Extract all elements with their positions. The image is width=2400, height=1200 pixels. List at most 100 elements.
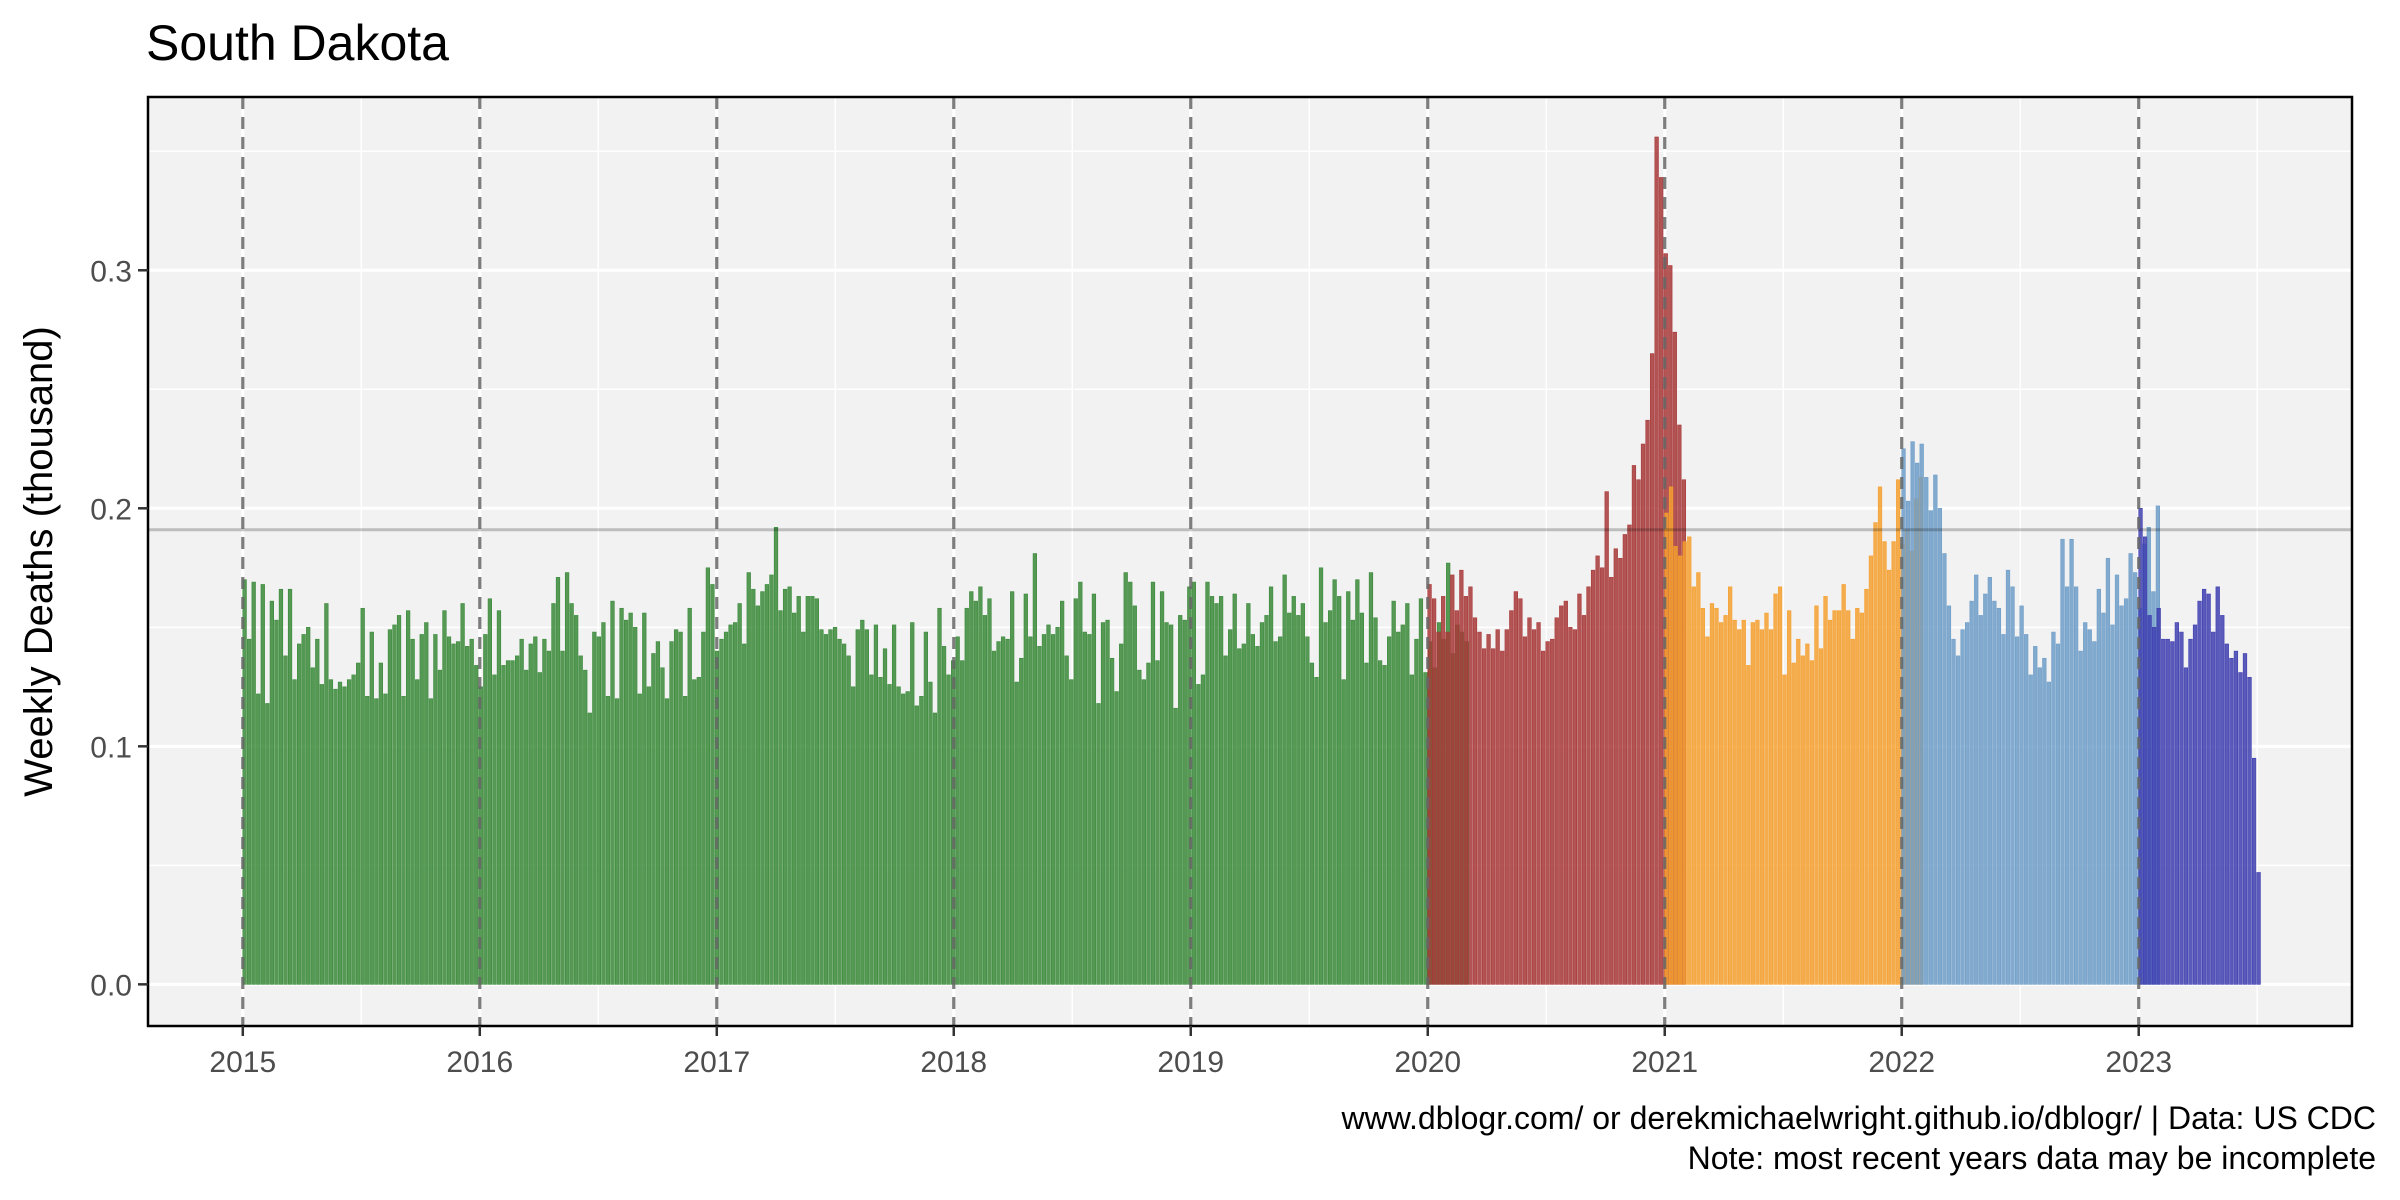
bar <box>1128 581 1133 985</box>
bar <box>1559 605 1564 985</box>
bar <box>1550 638 1555 985</box>
bar <box>1924 477 1929 985</box>
bar <box>2046 681 2051 985</box>
bar <box>2256 872 2261 985</box>
bar <box>1109 657 1115 985</box>
bar <box>923 631 929 985</box>
bar <box>1919 443 1924 985</box>
bar <box>442 610 447 985</box>
bar <box>296 643 302 985</box>
bar <box>2156 607 2161 985</box>
bar <box>487 598 492 985</box>
bar <box>1087 634 1092 985</box>
bar <box>1518 598 1523 985</box>
bar <box>333 688 338 985</box>
bar <box>278 588 284 985</box>
bar <box>274 619 279 985</box>
bar <box>1545 641 1550 985</box>
bar <box>501 665 506 985</box>
bar <box>1773 593 1778 985</box>
bar <box>1741 619 1746 985</box>
bar <box>1132 605 1137 985</box>
bar <box>1250 634 1256 985</box>
bar <box>1886 569 1892 985</box>
bar <box>819 629 824 985</box>
bar <box>1491 648 1496 985</box>
bar <box>914 705 919 985</box>
bar <box>1855 607 1860 985</box>
bar <box>269 600 274 985</box>
bar <box>673 629 679 985</box>
bar <box>1459 569 1464 985</box>
bar <box>469 638 474 985</box>
bar <box>1387 636 1392 985</box>
bar <box>1023 593 1028 985</box>
y-axis-label: Weekly Deaths (thousand) <box>17 326 61 797</box>
bar <box>1536 622 1541 985</box>
bar <box>1910 441 1915 985</box>
bar <box>1568 627 1573 985</box>
bar <box>901 693 906 985</box>
bar <box>433 634 438 985</box>
bar <box>987 598 992 985</box>
bar <box>796 596 801 985</box>
bar <box>2069 538 2074 985</box>
bar <box>1554 617 1559 985</box>
bar <box>1782 674 1787 985</box>
bar <box>1540 650 1546 985</box>
bar <box>1969 600 1974 985</box>
bar <box>401 696 406 985</box>
bar <box>969 591 974 985</box>
bar <box>537 672 542 985</box>
bar <box>610 600 615 985</box>
bar <box>1305 636 1310 985</box>
bar <box>1500 650 1505 985</box>
bar <box>1768 629 1774 985</box>
bar <box>1019 657 1024 985</box>
bar <box>260 584 265 985</box>
bar <box>1942 553 1947 985</box>
bar <box>1495 629 1500 985</box>
bar <box>1405 603 1410 985</box>
bar <box>1450 574 1455 985</box>
bar <box>2161 638 2166 985</box>
bar <box>1631 465 1637 985</box>
bar <box>2224 643 2229 985</box>
y-tick-label: 0.1 <box>90 731 132 764</box>
bar <box>1150 581 1156 985</box>
bar <box>728 624 733 985</box>
bar <box>1618 557 1623 985</box>
bar <box>2105 557 2111 985</box>
bar <box>1737 629 1742 985</box>
bar <box>1228 629 1233 985</box>
bar <box>1955 655 1961 985</box>
bar <box>310 667 315 985</box>
bar <box>1359 612 1365 985</box>
bar <box>1259 622 1265 985</box>
bar <box>405 610 411 985</box>
bar <box>319 684 324 985</box>
bar <box>392 624 397 985</box>
bar <box>1468 586 1473 985</box>
bar <box>1064 655 1069 985</box>
bar <box>946 674 951 985</box>
bar <box>1805 643 1810 985</box>
bar <box>483 634 488 985</box>
bar <box>760 591 765 985</box>
bar <box>2251 757 2257 985</box>
bar <box>1400 624 1405 985</box>
bar <box>1178 615 1183 985</box>
bar <box>1291 596 1296 985</box>
bar <box>1649 353 1655 985</box>
bar <box>2183 667 2189 985</box>
bar <box>1000 636 1006 985</box>
bar <box>1255 646 1260 985</box>
bar <box>1137 669 1142 985</box>
bar <box>873 624 879 985</box>
bar <box>578 655 583 985</box>
bar <box>2201 588 2207 985</box>
bar <box>1214 603 1219 985</box>
bar <box>605 696 611 985</box>
bar <box>1622 534 1627 985</box>
bar <box>410 638 415 985</box>
